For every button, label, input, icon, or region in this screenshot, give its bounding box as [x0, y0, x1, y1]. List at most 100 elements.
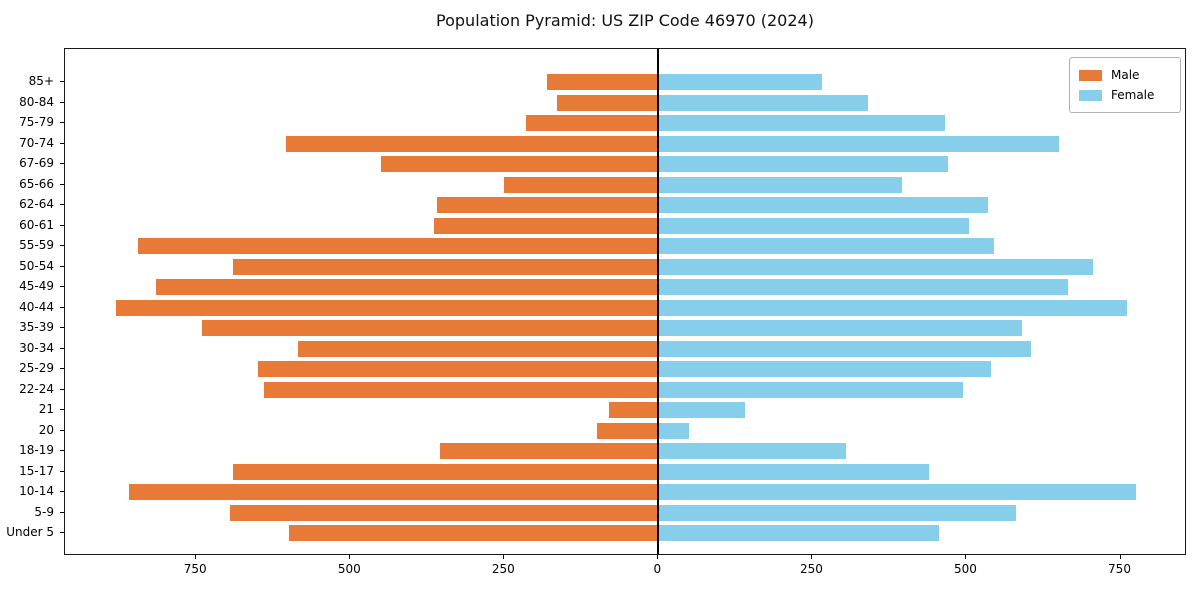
- x-tick-mark: [503, 555, 505, 559]
- x-tick-label-500-right: 500: [953, 562, 977, 576]
- bar-male-45-49: [156, 279, 659, 295]
- bar-male-80-84: [556, 94, 659, 111]
- bar-male-70-74: [285, 135, 659, 152]
- legend-item-male: Male: [1079, 65, 1171, 85]
- y-tick-mark: [60, 286, 64, 287]
- bar-female-50-54: [658, 258, 1093, 275]
- bar-female-10-14: [658, 484, 1136, 500]
- y-tick-label-65-66: 65-66: [19, 176, 54, 191]
- bar-male-55-59: [137, 238, 659, 254]
- y-tick-label-60-61: 60-61: [19, 217, 54, 232]
- x-tick-mark: [965, 555, 967, 559]
- x-tick-label-750-right: 750: [1108, 562, 1131, 576]
- y-tick-mark: [60, 532, 64, 533]
- bar-male-10-14: [128, 484, 659, 500]
- y-tick-mark: [60, 470, 64, 472]
- y-tick-mark: [60, 265, 64, 267]
- bar-male-22-24: [264, 381, 659, 398]
- y-tick-mark: [60, 491, 64, 492]
- bar-female-70-74: [658, 135, 1059, 152]
- bar-female-18-19: [658, 443, 847, 459]
- bar-female-25-29: [658, 361, 991, 377]
- y-tick-mark: [60, 409, 64, 410]
- x-tick-mark: [349, 555, 351, 559]
- y-tick-label-5-9: 5-9: [34, 504, 54, 519]
- y-tick-mark: [60, 429, 64, 431]
- x-tick-label-250-right: 250: [799, 562, 823, 576]
- legend-label-female: Female: [1111, 88, 1155, 102]
- plot-area: Male Female: [64, 48, 1186, 555]
- legend-item-female: Female: [1079, 85, 1171, 105]
- bar-female-45-49: [658, 279, 1068, 295]
- bar-male-50-54: [233, 258, 659, 275]
- bar-female-67-69: [658, 156, 948, 172]
- bar-male-85plus: [547, 74, 659, 90]
- y-tick-label-70-74: 70-74: [19, 135, 54, 150]
- y-tick-label-20: 20: [38, 422, 54, 437]
- bar-male-18-19: [439, 443, 659, 459]
- y-tick-label-55-59: 55-59: [19, 238, 54, 252]
- x-tick-label-0: 0: [653, 562, 662, 576]
- bar-female-35-39: [658, 320, 1022, 336]
- y-tick-mark: [60, 224, 64, 226]
- y-tick-label-30-34: 30-34: [19, 340, 54, 355]
- y-tick-label-35-39: 35-39: [19, 320, 54, 334]
- bar-male-25-29: [257, 361, 659, 377]
- bar-female-30-34: [658, 340, 1032, 357]
- y-tick-mark: [60, 347, 64, 349]
- y-tick-mark: [60, 183, 64, 185]
- x-tick-label-500-left: 500: [337, 562, 361, 576]
- y-tick-label-80-84: 80-84: [19, 94, 54, 109]
- y-tick-label-21: 21: [38, 402, 54, 416]
- bar-female-85plus: [658, 74, 822, 90]
- bar-male-65-66: [504, 176, 659, 193]
- y-tick-mark: [60, 327, 64, 328]
- y-tick-label-10-14: 10-14: [19, 484, 54, 498]
- bar-female-65-66: [658, 176, 902, 193]
- bar-female-80-84: [658, 94, 868, 111]
- y-tick-mark: [60, 122, 64, 123]
- x-tick-label-750-left: 750: [183, 562, 207, 576]
- bar-female-5-9: [658, 504, 1016, 521]
- bar-male-under-5: [288, 525, 659, 541]
- y-tick-label-18-19: 18-19: [19, 443, 54, 457]
- male-color-swatch: [1079, 69, 1102, 81]
- bar-female-62-64: [658, 197, 988, 213]
- y-tick-label-22-24: 22-24: [19, 381, 54, 396]
- y-tick-label-40-44: 40-44: [19, 299, 54, 314]
- y-tick-mark: [60, 245, 64, 246]
- bar-female-75-79: [658, 115, 945, 131]
- y-tick-label-15-17: 15-17: [19, 463, 54, 478]
- y-tick-mark: [60, 142, 64, 144]
- y-tick-label-45-49: 45-49: [19, 279, 54, 293]
- bar-female-21: [658, 402, 745, 418]
- bar-male-62-64: [436, 197, 659, 213]
- bar-male-67-69: [381, 156, 659, 172]
- x-tick-mark: [811, 555, 813, 559]
- y-tick-label-67-69: 67-69: [19, 156, 54, 170]
- y-tick-mark: [60, 388, 64, 390]
- bar-male-40-44: [116, 299, 659, 316]
- y-tick-label-75-79: 75-79: [19, 115, 54, 129]
- y-tick-mark: [60, 368, 64, 369]
- x-tick-mark: [657, 555, 659, 559]
- x-tick-mark: [1119, 555, 1121, 559]
- bar-female-15-17: [658, 463, 930, 480]
- bar-female-55-59: [658, 238, 995, 254]
- legend-label-male: Male: [1111, 68, 1140, 82]
- bar-female-60-61: [658, 217, 970, 234]
- y-tick-label-25-29: 25-29: [19, 361, 54, 375]
- y-tick-label-62-64: 62-64: [19, 197, 54, 211]
- female-color-swatch: [1079, 89, 1102, 101]
- bar-female-20: [658, 422, 690, 439]
- bar-male-35-39: [202, 320, 659, 336]
- x-tick-mark: [195, 555, 197, 559]
- chart-title: Population Pyramid: US ZIP Code 46970 (2…: [436, 11, 814, 30]
- bar-male-60-61: [433, 217, 659, 234]
- y-tick-mark: [60, 204, 64, 205]
- bar-male-21: [609, 402, 659, 418]
- bar-male-5-9: [230, 504, 659, 521]
- bar-male-20: [596, 422, 659, 439]
- bar-male-30-34: [297, 340, 659, 357]
